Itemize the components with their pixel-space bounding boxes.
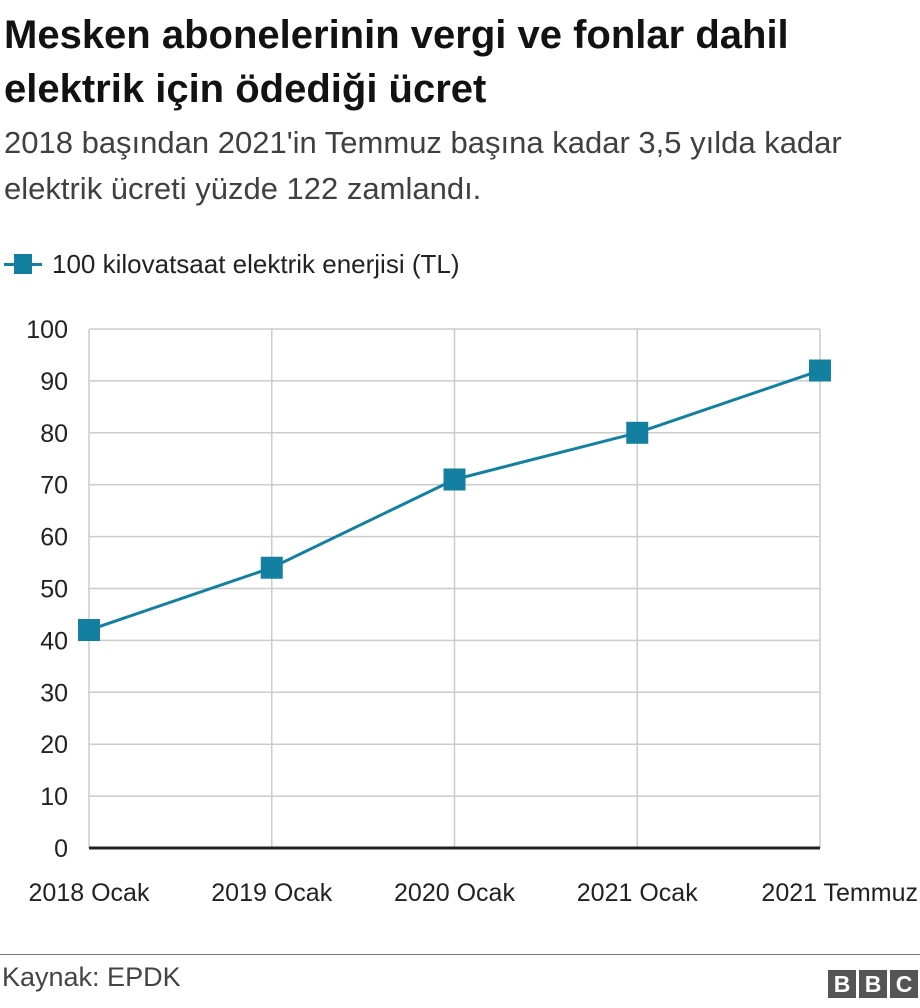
bbc-logo: B B C <box>828 970 918 998</box>
data-point-marker <box>626 421 649 444</box>
data-point-marker <box>809 359 831 382</box>
x-tick-label: 2020 Ocak <box>394 879 515 907</box>
x-tick-label: 2019 Ocak <box>211 879 332 907</box>
x-tick-label: 2021 Ocak <box>577 879 698 907</box>
logo-letter: B <box>859 970 887 998</box>
y-tick-label: 80 <box>40 420 68 448</box>
y-tick-label: 100 <box>26 316 68 344</box>
y-tick-label: 90 <box>40 368 68 396</box>
gridlines <box>88 328 821 848</box>
chart-title: Mesken abonelerinin vergi ve fonlar dahi… <box>4 13 789 111</box>
series <box>78 359 831 642</box>
y-tick-label: 10 <box>40 783 68 811</box>
y-tick-label: 70 <box>40 472 68 500</box>
y-tick-label: 50 <box>40 576 68 604</box>
y-tick-label: 30 <box>40 679 68 707</box>
y-tick-label: 60 <box>40 524 68 552</box>
logo-letter: C <box>890 970 918 998</box>
chart-subtitle: 2018 başından 2021'in Temmuz başına kada… <box>4 125 842 206</box>
x-tick-label: 2021 Temmuz <box>761 879 918 907</box>
data-point-marker <box>443 468 466 491</box>
y-tick-label: 40 <box>40 627 68 655</box>
line-chart: 0 10 20 30 40 50 60 70 80 90 100 2018 Ocak 2019 Ocak… <box>26 316 918 907</box>
legend-label: 100 kilovatsaat elektrik enerjisi (TL) <box>52 248 460 279</box>
data-point-marker <box>78 619 100 642</box>
legend: 100 kilovatsaat elektrik enerjisi (TL) <box>4 244 460 284</box>
source-note: Kaynak: EPDK <box>2 962 181 992</box>
data-point-marker <box>260 556 283 579</box>
footer-divider <box>0 954 920 955</box>
tick-labels: 0 10 20 30 40 50 60 70 80 90 100 2018 Ocak 2019 Ocak… <box>26 316 918 907</box>
y-tick-label: 20 <box>40 731 68 759</box>
logo-letter: B <box>828 970 856 998</box>
x-tick-label: 2018 Ocak <box>29 879 150 907</box>
y-tick-label: 0 <box>54 835 68 863</box>
legend-marker-icon <box>4 254 42 274</box>
